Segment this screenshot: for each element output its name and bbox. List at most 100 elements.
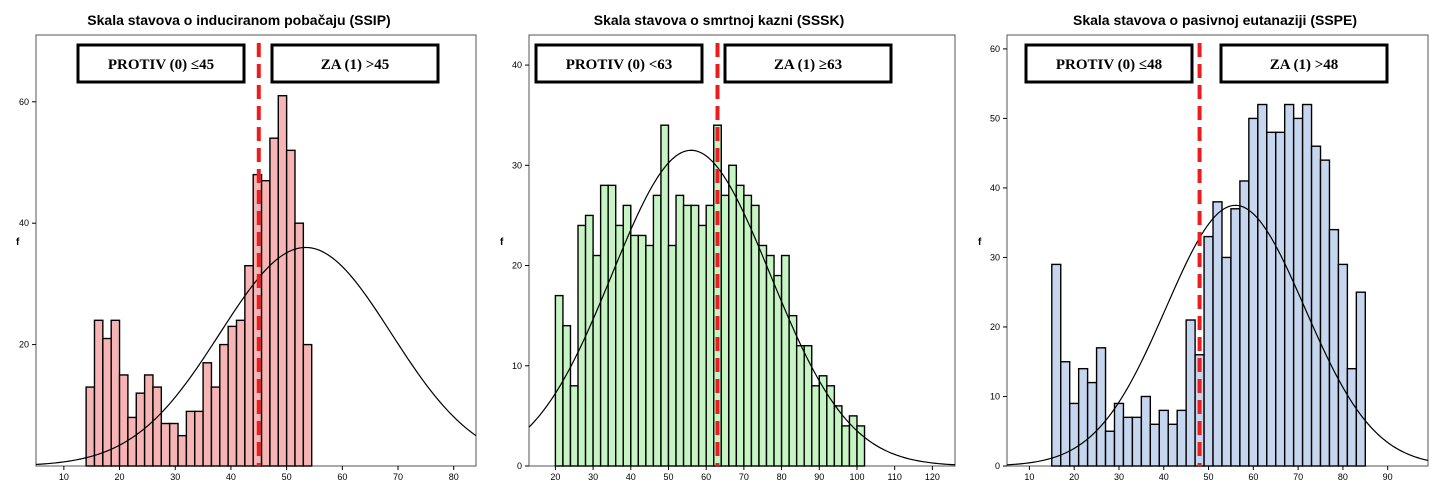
x-tick-label: 40: [1159, 472, 1169, 482]
histogram-bar: [152, 386, 163, 467]
histogram-bar: [826, 385, 836, 467]
histogram-bar: [302, 343, 313, 467]
histogram-bar: [1122, 416, 1134, 467]
panel-title-sspe: Skala stavova o pasivnoj eutanaziji (SSP…: [1073, 12, 1357, 28]
y-tick-label: 20: [19, 340, 29, 350]
histogram-bar: [660, 124, 670, 467]
histogram-bar: [110, 319, 121, 467]
histogram-bar: [1337, 263, 1349, 467]
histogram-bar: [1176, 409, 1187, 467]
histogram-bar: [118, 374, 129, 467]
histogram-bar: [833, 405, 843, 467]
label-left-sssk: PROTIV (0) <63: [566, 57, 673, 73]
histogram-bar: [244, 264, 254, 467]
histogram-bar: [1060, 361, 1071, 467]
histogram-bar: [1257, 103, 1268, 467]
histogram-bar: [1301, 103, 1313, 467]
histogram-bar: [1346, 367, 1358, 467]
x-tick-label: 40: [626, 472, 636, 482]
histogram-bar: [1328, 228, 1340, 467]
histogram-bar: [1185, 319, 1196, 467]
histogram-bar: [1113, 402, 1125, 467]
x-tick-label: 70: [393, 472, 403, 482]
histogram-bar: [765, 254, 775, 467]
histogram-bar: [1077, 367, 1089, 467]
histogram-bar: [788, 314, 798, 467]
histogram-bar: [652, 194, 662, 467]
bars-sssk: [554, 124, 866, 467]
x-tick-label: 50: [1204, 472, 1214, 482]
yticks-ssip: 20 40 60: [19, 97, 36, 350]
xticks-sspe: 10 20 30 40 50 60 70 80 90: [1024, 466, 1393, 482]
y-tick-label: 50: [990, 113, 1000, 123]
histogram-bar: [102, 337, 112, 467]
histogram-bar: [1167, 423, 1178, 467]
y-tick-label: 30: [512, 160, 522, 170]
label-box-right-sssk: [723, 43, 893, 84]
histogram-bar: [235, 319, 246, 467]
histogram-bar: [160, 422, 171, 467]
x-tick-label: 60: [337, 472, 347, 482]
y-tick-label: 40: [512, 60, 522, 70]
histogram-bar: [1319, 159, 1331, 467]
y-axis-label-sssk: f: [500, 237, 504, 248]
yticks-sssk: 0 10 20 30 40: [512, 60, 529, 471]
normal-curve-ssip: [35, 246, 477, 466]
histogram-bar: [1203, 235, 1214, 467]
histogram-bar: [569, 385, 579, 467]
x-tick-label: 80: [1338, 472, 1348, 482]
histogram-bar: [269, 137, 279, 467]
x-tick-label: 60: [1248, 472, 1258, 482]
histogram-bar: [1069, 402, 1080, 467]
x-tick-label: 80: [449, 472, 459, 482]
histogram-bar: [758, 244, 768, 467]
y-tick-label: 10: [990, 391, 1000, 401]
yticks-sspe: 0 10 20 30 40 50 60: [990, 44, 1007, 471]
histogram-bar: [1149, 423, 1160, 467]
histogram-bar: [1248, 117, 1259, 467]
histogram-bar: [1158, 409, 1169, 467]
x-tick-label: 90: [1383, 472, 1393, 482]
histogram-bar: [818, 375, 828, 467]
label-right-sspe: ZA (1) >48: [1270, 57, 1339, 73]
histogram-bar: [168, 422, 179, 467]
histogram-bar: [630, 234, 640, 467]
panel-title-sssk: Skala stavova o smrtnoj kazni (SSSK): [594, 12, 845, 28]
histogram-bar: [592, 254, 602, 467]
y-tick-label: 40: [990, 183, 1000, 193]
histogram-bar: [1051, 263, 1062, 467]
histogram-bar: [1221, 256, 1232, 467]
y-tick-label: 30: [990, 252, 1000, 262]
x-tick-label: 80: [777, 472, 787, 482]
histogram-bar: [285, 149, 296, 467]
histogram-bar: [577, 224, 587, 467]
x-tick-label: 40: [226, 472, 236, 482]
x-tick-label: 10: [1024, 472, 1034, 482]
histogram-bar: [1230, 208, 1241, 467]
histogram-bar: [1239, 180, 1250, 467]
y-tick-label: 20: [512, 261, 522, 271]
histogram-bar: [1086, 381, 1098, 467]
y-tick-label: 0: [995, 461, 1000, 471]
histogram-bar: [227, 325, 238, 467]
x-tick-label: 90: [814, 472, 824, 482]
y-tick-label: 10: [512, 361, 522, 371]
histogram-bar: [277, 95, 288, 467]
xticks-sssk: 20 30 40 50 60 70 80 90 100 110 120: [550, 466, 940, 482]
x-tick-label: 30: [588, 472, 598, 482]
histogram-bar: [773, 274, 783, 467]
histogram-bar: [194, 410, 204, 467]
histogram-bar: [1131, 416, 1143, 467]
histogram-bar: [127, 416, 137, 467]
label-right-ssip: ZA (1) >45: [321, 57, 390, 73]
histogram-bar: [735, 184, 745, 467]
histogram-bar: [848, 415, 858, 467]
histogram-bar: [1283, 103, 1295, 467]
histogram-bar: [705, 204, 715, 467]
histogram-bar: [202, 362, 213, 467]
x-tick-label: 10: [59, 472, 69, 482]
histogram-bar: [1266, 131, 1277, 467]
label-box-left-sssk: [534, 43, 704, 84]
histogram-bar: [1140, 395, 1152, 467]
